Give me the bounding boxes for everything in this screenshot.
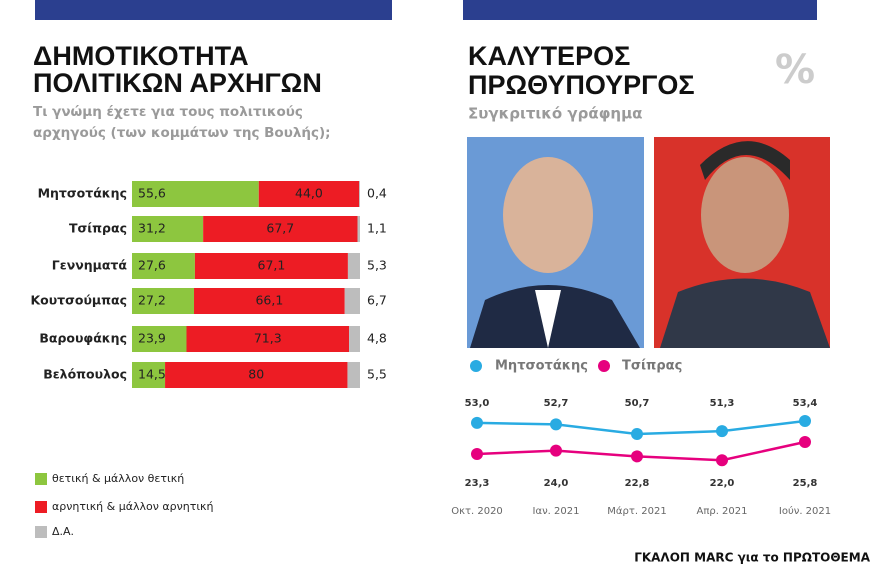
legend-swatch	[35, 526, 47, 538]
point	[631, 427, 643, 440]
annotation: %	[775, 47, 815, 93]
bar-segment	[357, 216, 360, 242]
value-label: 31,2	[138, 221, 166, 236]
legend-label: αρνητική & μάλλον αρνητική	[52, 500, 214, 513]
legend-marker	[598, 360, 610, 372]
bar-segment	[347, 253, 360, 279]
value-label: 27,6	[138, 258, 166, 273]
x-tick-label: Οκτ. 2020	[451, 506, 503, 517]
bar-segment	[347, 362, 360, 388]
value-label: 53,4	[793, 398, 818, 409]
bar-segment	[132, 181, 259, 207]
title: ΠΟΛΙΤΙΚΩΝ ΑΡΧΗΓΩΝ	[33, 68, 322, 98]
title: ΚΑΛΥΤΕΡΟΣ	[468, 41, 630, 71]
x-tick-label: Μάρτ. 2021	[607, 505, 666, 517]
point	[471, 448, 483, 460]
bar-segment	[203, 216, 358, 242]
value-label: 4,8	[367, 331, 387, 346]
value-label: 52,7	[544, 398, 569, 409]
value-label: 23,9	[138, 331, 166, 346]
header-band	[35, 0, 392, 20]
point	[631, 450, 643, 463]
value-label: 27,2	[138, 293, 166, 308]
point	[716, 454, 728, 467]
bar-segment	[349, 326, 360, 352]
category-label: Κουτσούμπας	[30, 293, 127, 308]
value-label: 0,4	[367, 186, 387, 201]
value-label: 44,0	[295, 186, 323, 201]
source: ΓΚΑΛΟΠ MARC για το ΠΡΩΤΟΘΕΜΑ	[634, 551, 871, 565]
subtitle: Συγκριτικό γράφημα	[468, 105, 642, 123]
legend-label: Δ.Α.	[52, 525, 74, 538]
value-label: 23,3	[465, 478, 490, 489]
value-label: 14,5	[138, 367, 166, 382]
point	[550, 444, 562, 457]
value-label: 66,1	[255, 293, 283, 308]
legend-label: θετική & μάλλον θετική	[52, 472, 184, 485]
value-label: 22,0	[710, 478, 735, 489]
point	[471, 416, 483, 429]
value-label: 25,8	[793, 478, 818, 489]
value-label: 80	[248, 367, 264, 382]
bar-segment	[132, 288, 195, 314]
value-label: 51,3	[710, 398, 735, 409]
point	[716, 425, 728, 438]
bar-segment	[258, 181, 360, 207]
x-tick-label: Ιαν. 2021	[533, 506, 580, 517]
title: ΠΡΩΘΥΠΟΥΡΓΟΣ	[468, 70, 695, 100]
legend-swatch	[35, 501, 47, 513]
bar-segment	[132, 362, 166, 388]
photo	[654, 137, 830, 348]
bar-segment	[132, 216, 204, 242]
value-label: 6,7	[367, 293, 387, 308]
bar-segment	[132, 326, 187, 352]
value-label: 67,1	[258, 258, 286, 273]
category-label: Τσίπρας	[69, 221, 127, 236]
value-label: 5,5	[367, 367, 387, 382]
value-label: 22,8	[625, 478, 650, 489]
value-label: 24,0	[544, 478, 569, 489]
point	[799, 436, 811, 448]
value-label: 71,3	[254, 331, 282, 346]
title: ΔΗΜΟΤΙΚΟΤΗΤΑ	[33, 41, 249, 71]
value-label: 1,1	[367, 221, 387, 236]
bar-segment	[194, 253, 348, 279]
bar-segment	[186, 326, 350, 352]
x-tick-label: Ιούν. 2021	[779, 505, 831, 517]
header-band	[463, 0, 817, 20]
subtitle: αρχηγούς (των κομμάτων της Βουλής);	[33, 125, 331, 141]
legend-label: Μητσοτάκης	[495, 359, 588, 374]
category-label: Βαρουφάκης	[39, 331, 127, 346]
bar-segment	[165, 362, 348, 388]
photo	[467, 137, 644, 348]
x-tick-label: Απρ. 2021	[696, 506, 747, 517]
legend-label: Τσίπρας	[622, 359, 682, 374]
legend-swatch	[35, 473, 47, 485]
subtitle: Τι γνώμη έχετε για τους πολιτικούς	[33, 104, 303, 120]
value-label: 5,3	[367, 258, 387, 273]
category-label: Μητσοτάκης	[38, 186, 127, 201]
bar-segment	[359, 181, 360, 207]
point	[550, 418, 562, 431]
value-label: 55,6	[138, 186, 166, 201]
bar-segment	[132, 253, 195, 279]
legend-marker	[470, 360, 482, 372]
point	[799, 415, 811, 427]
bar-segment	[194, 288, 345, 314]
value-label: 53,0	[465, 398, 490, 409]
bar-segment	[344, 288, 360, 314]
value-label: 50,7	[625, 398, 650, 409]
category-label: Γεννηματά	[52, 258, 128, 273]
value-label: 67,7	[266, 221, 294, 236]
category-label: Βελόπουλος	[43, 367, 127, 382]
